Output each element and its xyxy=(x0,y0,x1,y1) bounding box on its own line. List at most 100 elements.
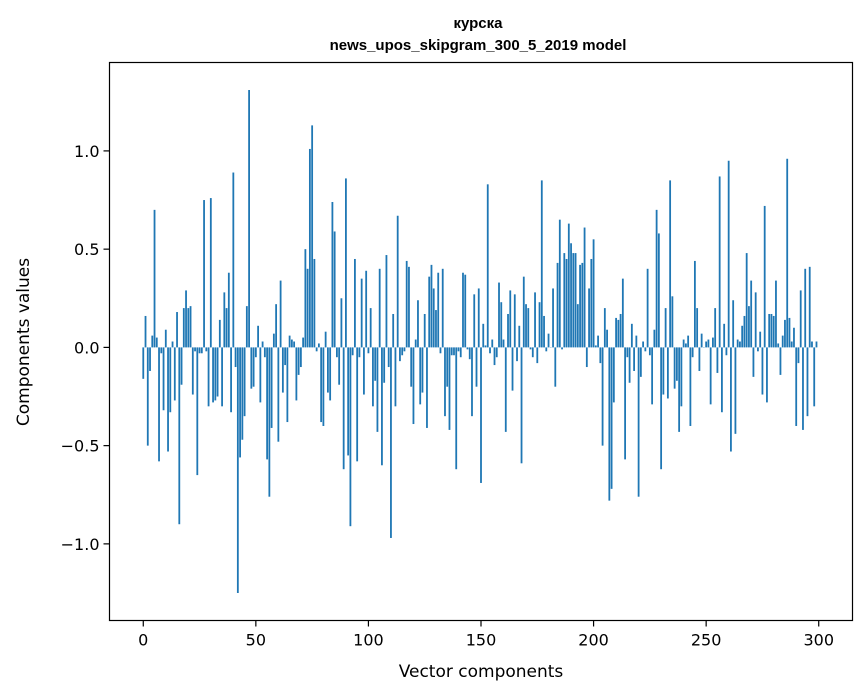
bar-component-112 xyxy=(394,347,397,407)
bar-component-247 xyxy=(698,347,701,371)
bar-component-62 xyxy=(281,347,284,393)
bar-component-140 xyxy=(457,347,460,352)
bar-component-173 xyxy=(531,347,534,358)
bar-component-261 xyxy=(730,347,732,452)
bar-component-27 xyxy=(203,200,205,348)
bar-component-114 xyxy=(399,347,401,362)
bar-component-63 xyxy=(284,347,287,366)
bar-component-213 xyxy=(621,278,624,348)
bar-component-285 xyxy=(784,319,786,348)
y-tick-label: 1.0 xyxy=(74,142,99,161)
bar-component-92 xyxy=(349,347,352,527)
bar-component-273 xyxy=(757,347,759,352)
bar-component-204 xyxy=(601,347,604,446)
bar-component-158 xyxy=(498,282,500,348)
x-axis-ticks: 0 50 100 150 200 250 300 xyxy=(138,620,834,650)
bar-component-264 xyxy=(736,339,739,348)
bar-component-93 xyxy=(351,347,354,356)
bar-component-175 xyxy=(536,347,539,364)
bar-component-205 xyxy=(603,308,606,348)
bar-component-39 xyxy=(230,347,232,413)
chart-subtitle: news_upos_skipgram_300_5_2019 model xyxy=(330,37,627,54)
bar-component-37 xyxy=(225,308,228,348)
bar-component-31 xyxy=(212,347,214,403)
bar-component-233 xyxy=(666,347,669,399)
y-tick-label: 0.5 xyxy=(74,240,99,259)
bar-component-202 xyxy=(597,335,599,348)
bar-component-3 xyxy=(149,347,151,371)
bar-component-221 xyxy=(639,347,642,377)
bar-component-5 xyxy=(153,209,156,348)
bar-component-133 xyxy=(441,268,444,348)
bar-component-29 xyxy=(207,347,210,407)
bar-component-253 xyxy=(712,337,714,348)
bar-component-18 xyxy=(182,308,185,348)
bar-component-152 xyxy=(484,345,487,348)
bar-component-262 xyxy=(732,300,735,348)
bar-component-286 xyxy=(786,158,789,348)
bar-component-26 xyxy=(200,347,203,354)
bar-component-156 xyxy=(493,347,496,366)
bar-component-87 xyxy=(338,347,341,385)
bar-component-138 xyxy=(453,347,455,356)
bar-component-280 xyxy=(772,315,775,348)
bar-component-236 xyxy=(673,347,676,389)
bar-component-230 xyxy=(660,347,663,470)
x-tick-label: 100 xyxy=(353,631,384,650)
bar-component-82 xyxy=(327,347,329,393)
bar-component-102 xyxy=(372,347,374,407)
bar-component-217 xyxy=(630,323,633,348)
y-axis-ticks: −1.0 −0.5 0.0 0.5 1.0 xyxy=(61,142,110,554)
bar-component-151 xyxy=(482,323,485,348)
bar-component-89 xyxy=(342,347,345,470)
bar-component-171 xyxy=(527,308,530,348)
bar-component-299 xyxy=(815,341,818,348)
x-tick-label: 300 xyxy=(803,631,834,650)
bar-component-179 xyxy=(545,347,548,352)
bar-component-220 xyxy=(637,347,640,497)
bar-component-294 xyxy=(804,268,807,348)
bar-component-80 xyxy=(322,347,325,426)
bar-component-24 xyxy=(196,347,199,476)
bar-component-120 xyxy=(412,347,415,425)
bar-component-167 xyxy=(518,325,521,348)
bar-component-257 xyxy=(721,347,723,413)
bar-component-121 xyxy=(414,339,417,348)
bar-component-172 xyxy=(529,347,532,350)
bar-component-232 xyxy=(664,308,667,348)
bar-component-185 xyxy=(558,219,561,348)
bar-component-129 xyxy=(432,288,435,348)
bar-component-199 xyxy=(590,258,593,348)
bar-component-169 xyxy=(522,276,525,348)
bar-component-34 xyxy=(218,319,221,348)
bar-component-10 xyxy=(164,329,167,348)
bar-component-55 xyxy=(266,347,269,460)
bar-component-237 xyxy=(675,347,678,381)
bar-component-274 xyxy=(759,331,762,348)
x-axis-label: Vector components xyxy=(399,662,564,682)
bar-component-52 xyxy=(259,347,262,403)
bar-component-148 xyxy=(475,347,478,387)
bar-component-30 xyxy=(209,198,212,348)
bar-component-246 xyxy=(696,308,699,348)
bar-component-57 xyxy=(270,347,273,428)
bar-component-23 xyxy=(194,347,196,352)
bar-component-49 xyxy=(252,347,255,387)
bar-component-100 xyxy=(367,347,370,354)
bar-component-88 xyxy=(340,298,343,348)
bar-component-14 xyxy=(173,347,176,401)
bar-component-192 xyxy=(574,253,577,348)
bar-component-64 xyxy=(286,347,289,423)
bar-component-276 xyxy=(763,205,766,348)
bar-component-155 xyxy=(491,339,494,348)
bar-component-206 xyxy=(606,329,608,348)
bar-component-226 xyxy=(651,347,654,405)
bar-component-4 xyxy=(151,335,154,348)
bar-component-235 xyxy=(671,296,674,348)
bar-component-58 xyxy=(272,333,275,348)
bar-component-132 xyxy=(439,347,442,354)
bar-component-227 xyxy=(653,329,656,348)
bar-component-97 xyxy=(360,278,363,348)
bar-component-54 xyxy=(263,347,266,358)
bar-component-65 xyxy=(288,335,291,348)
